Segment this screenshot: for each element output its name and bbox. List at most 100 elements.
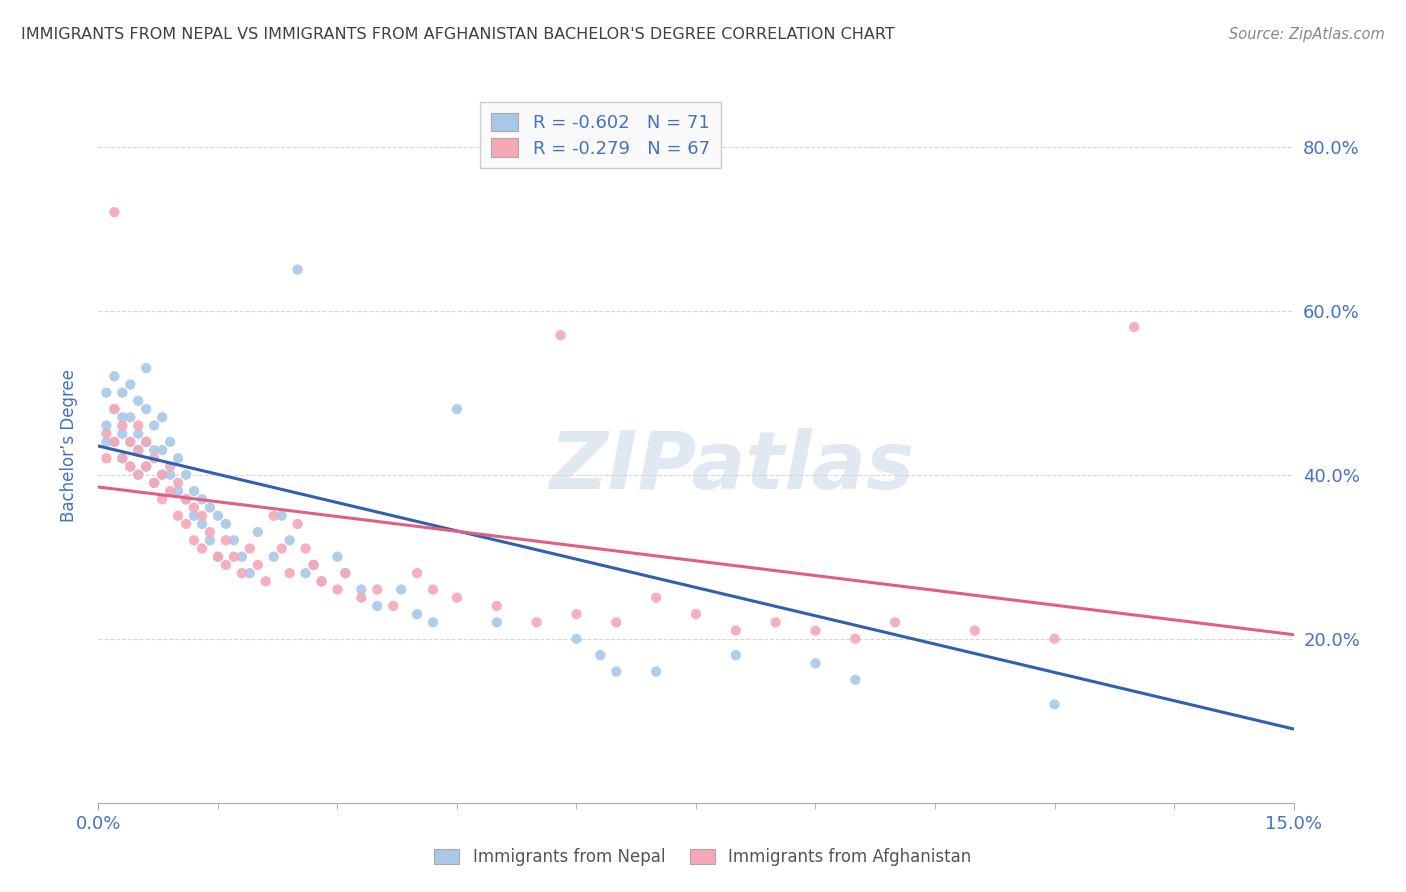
Point xyxy=(198,500,221,515)
Point xyxy=(103,434,125,449)
Point xyxy=(446,402,468,417)
Point xyxy=(135,402,157,417)
Point xyxy=(422,582,444,597)
Point xyxy=(215,558,238,572)
Point xyxy=(111,451,134,466)
Point xyxy=(111,451,134,466)
Point xyxy=(198,525,221,540)
Point xyxy=(278,533,301,548)
Point xyxy=(366,582,388,597)
Point xyxy=(191,541,214,556)
Point xyxy=(389,582,412,597)
Point xyxy=(239,541,262,556)
Point xyxy=(278,566,301,581)
Point xyxy=(111,418,134,433)
Point xyxy=(135,361,157,376)
Point xyxy=(246,558,269,572)
Point xyxy=(183,533,205,548)
Point xyxy=(159,484,181,499)
Point xyxy=(191,508,214,523)
Point xyxy=(287,516,309,531)
Point xyxy=(565,632,588,646)
Point xyxy=(96,426,118,441)
Point xyxy=(127,467,149,482)
Point xyxy=(302,558,325,572)
Point xyxy=(335,566,357,581)
Point xyxy=(120,377,142,392)
Point xyxy=(143,475,166,490)
Point xyxy=(103,402,125,417)
Legend: R = -0.602   N = 71, R = -0.279   N = 67: R = -0.602 N = 71, R = -0.279 N = 67 xyxy=(481,102,720,169)
Point xyxy=(120,459,142,474)
Point xyxy=(103,369,125,384)
Point xyxy=(120,459,142,474)
Point xyxy=(174,516,197,531)
Text: Source: ZipAtlas.com: Source: ZipAtlas.com xyxy=(1229,27,1385,42)
Point xyxy=(174,467,197,482)
Point xyxy=(294,566,316,581)
Point xyxy=(120,434,142,449)
Point xyxy=(143,451,166,466)
Point xyxy=(120,410,142,425)
Point xyxy=(645,665,668,679)
Point xyxy=(167,508,190,523)
Point xyxy=(127,443,149,458)
Point xyxy=(270,508,292,523)
Point xyxy=(143,443,166,458)
Point xyxy=(159,459,181,474)
Point xyxy=(326,549,349,564)
Point xyxy=(382,599,405,613)
Point xyxy=(1043,632,1066,646)
Point xyxy=(685,607,707,622)
Point xyxy=(215,533,238,548)
Point xyxy=(120,434,142,449)
Point xyxy=(263,508,285,523)
Point xyxy=(231,549,253,564)
Point xyxy=(135,434,157,449)
Point xyxy=(183,500,205,515)
Point xyxy=(96,385,118,400)
Point xyxy=(159,434,181,449)
Point xyxy=(350,582,373,597)
Point xyxy=(844,673,866,687)
Point xyxy=(127,393,149,408)
Point xyxy=(311,574,333,589)
Point xyxy=(724,648,747,662)
Point xyxy=(605,665,627,679)
Point xyxy=(111,426,134,441)
Point xyxy=(645,591,668,605)
Point xyxy=(198,533,221,548)
Point xyxy=(159,467,181,482)
Point xyxy=(143,418,166,433)
Point xyxy=(765,615,787,630)
Point xyxy=(127,467,149,482)
Point xyxy=(605,615,627,630)
Point xyxy=(96,451,118,466)
Legend: Immigrants from Nepal, Immigrants from Afghanistan: Immigrants from Nepal, Immigrants from A… xyxy=(426,840,980,875)
Point xyxy=(174,492,197,507)
Point xyxy=(103,205,125,219)
Point xyxy=(135,434,157,449)
Point xyxy=(270,541,292,556)
Point xyxy=(127,426,149,441)
Point xyxy=(167,475,190,490)
Point xyxy=(150,467,173,482)
Point xyxy=(963,624,986,638)
Point xyxy=(135,459,157,474)
Text: IMMIGRANTS FROM NEPAL VS IMMIGRANTS FROM AFGHANISTAN BACHELOR'S DEGREE CORRELATI: IMMIGRANTS FROM NEPAL VS IMMIGRANTS FROM… xyxy=(21,27,894,42)
Point xyxy=(96,418,118,433)
Point xyxy=(844,632,866,646)
Point xyxy=(254,574,277,589)
Point xyxy=(174,492,197,507)
Point xyxy=(127,418,149,433)
Point xyxy=(103,434,125,449)
Point xyxy=(167,484,190,499)
Point xyxy=(191,492,214,507)
Point xyxy=(150,467,173,482)
Point xyxy=(294,541,316,556)
Point xyxy=(263,549,285,564)
Point xyxy=(335,566,357,581)
Point xyxy=(326,582,349,597)
Point xyxy=(366,599,388,613)
Point xyxy=(150,492,173,507)
